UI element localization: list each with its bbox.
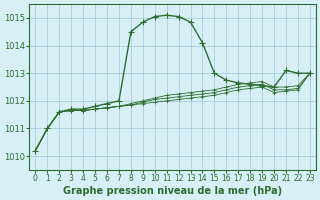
X-axis label: Graphe pression niveau de la mer (hPa): Graphe pression niveau de la mer (hPa) xyxy=(63,186,282,196)
